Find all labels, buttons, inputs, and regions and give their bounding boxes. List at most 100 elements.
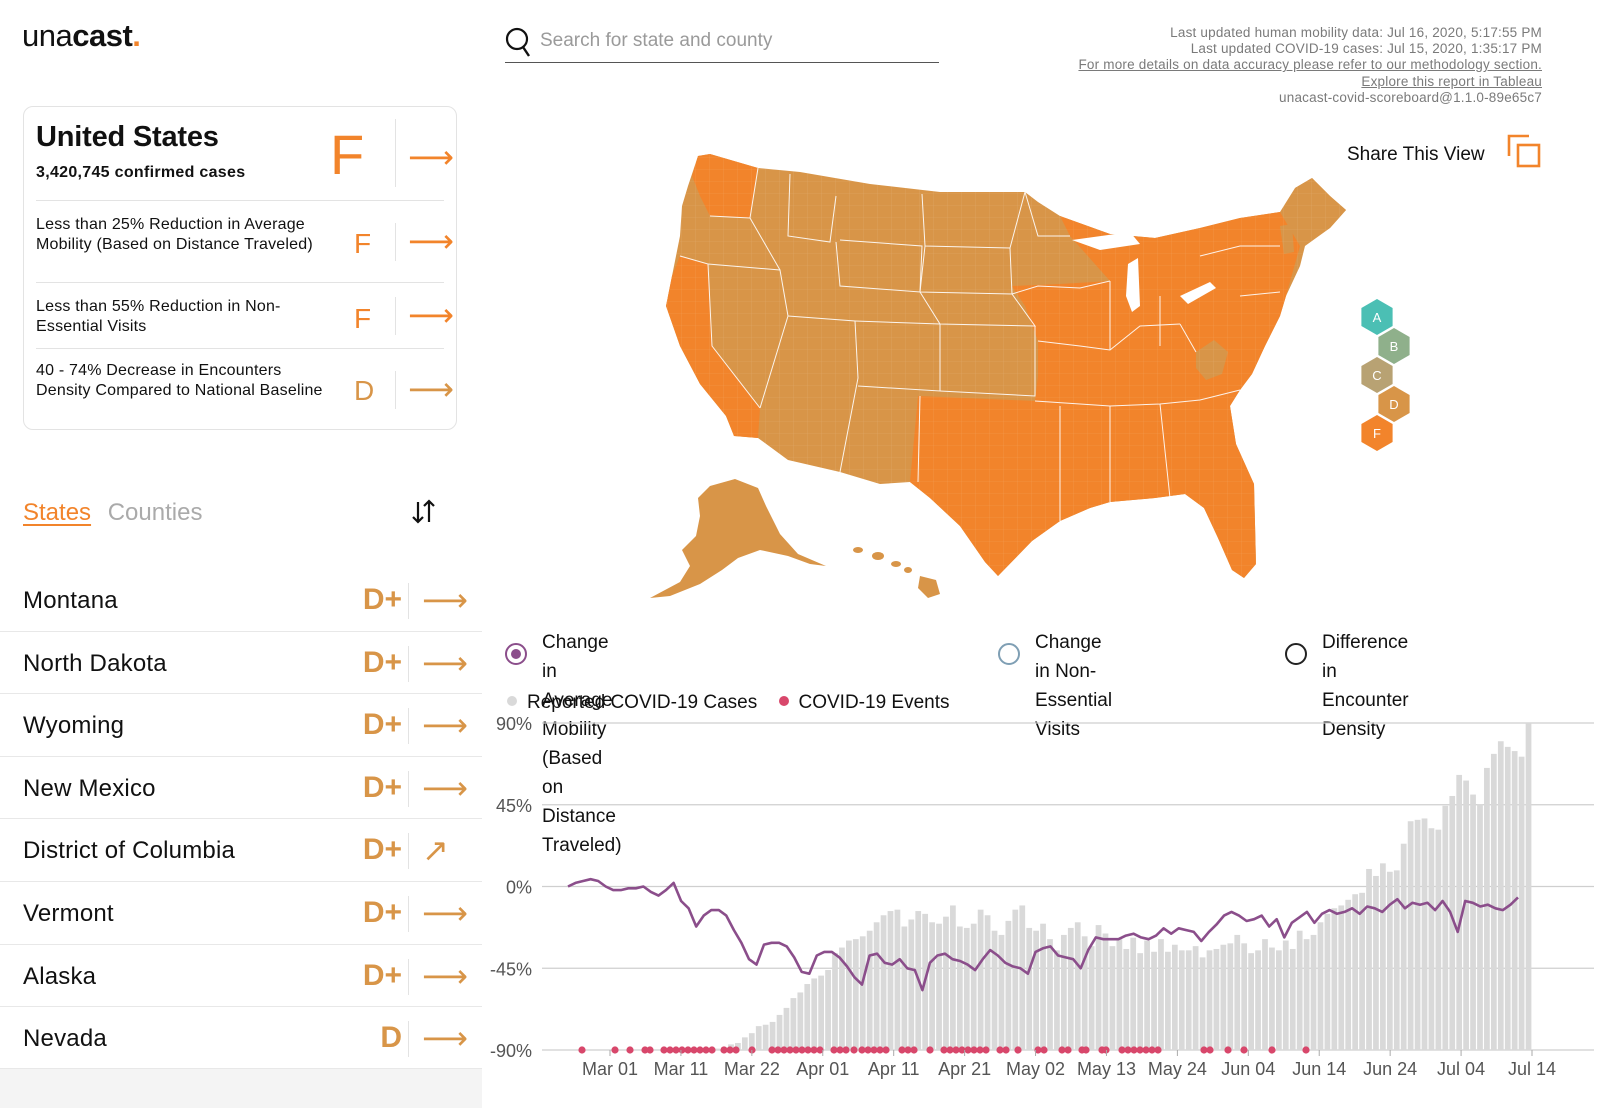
share-view-label[interactable]: Share This View <box>1347 144 1485 165</box>
metric-mobility-arrow-icon[interactable]: ⟶ <box>408 223 454 259</box>
us-choropleth-map[interactable] <box>640 146 1365 606</box>
cases-bar <box>776 1014 783 1050</box>
list-item[interactable]: Wyoming D+ ⟶ <box>0 694 482 757</box>
x-tick-label: Apr 21 <box>938 1059 991 1079</box>
arrow-right-icon[interactable]: ⟶ <box>422 1020 468 1057</box>
cases-bar <box>1359 892 1365 1050</box>
unacast-logo[interactable]: unacast. <box>22 18 141 54</box>
tableau-link[interactable]: Explore this report in Tableau <box>1361 73 1542 89</box>
arrow-right-icon[interactable]: ⟶ <box>422 582 468 618</box>
list-item[interactable]: New Mexico D+ ⟶ <box>0 757 482 820</box>
event-dot <box>1040 1046 1048 1054</box>
metric-visits-grade: F <box>354 303 372 334</box>
cases-bar <box>1012 909 1019 1050</box>
cases-bar <box>1102 933 1109 1050</box>
list-item[interactable]: Montana D+ ⟶ <box>0 569 482 632</box>
cases-bar <box>1040 923 1046 1050</box>
cases-bar <box>1213 948 1220 1050</box>
arrow-right-icon[interactable]: ⟶ <box>422 894 468 931</box>
radio-button[interactable] <box>998 643 1020 665</box>
cases-bar <box>1504 746 1511 1050</box>
event-dot <box>996 1046 1004 1054</box>
cases-bar <box>1061 934 1067 1050</box>
event-dot <box>666 1046 674 1054</box>
event-dot <box>926 1046 934 1054</box>
search-icon <box>505 27 530 57</box>
state-grade: D+ <box>362 895 402 929</box>
cases-bar <box>1047 939 1053 1050</box>
cases-bar <box>1074 922 1081 1050</box>
cases-bar <box>1116 939 1123 1050</box>
divider <box>408 708 409 745</box>
cases-bar <box>936 923 942 1050</box>
event-dot <box>708 1046 716 1054</box>
arrow-right-icon[interactable]: ⟶ <box>422 957 468 994</box>
map-alaska <box>650 479 826 598</box>
cases-bar <box>1400 843 1407 1050</box>
arrow-right-icon[interactable]: ⟶ <box>422 644 468 681</box>
sort-icon[interactable] <box>410 496 438 528</box>
cases-bar <box>1171 944 1178 1050</box>
metric-encounter-grade: D <box>354 375 375 406</box>
cases-bar <box>852 939 859 1050</box>
cases-bar <box>1282 940 1289 1050</box>
cases-bar <box>1144 940 1150 1050</box>
cases-bar <box>1241 943 1248 1050</box>
cases-bar <box>1275 950 1282 1050</box>
metric-visits-arrow-icon[interactable]: ⟶ <box>408 297 454 333</box>
divider <box>408 770 409 807</box>
mobility-chart[interactable]: 90% 45% 0% -45% -90% Mar 01 Mar 11 Mar 22 Apr 0… <box>482 712 1600 1108</box>
cases-bar <box>1185 950 1192 1050</box>
cases-bar <box>1303 939 1310 1050</box>
list-item[interactable]: Vermont D+ ⟶ <box>0 882 482 945</box>
cases-bar <box>908 919 915 1050</box>
event-dot <box>850 1046 858 1054</box>
tab-states[interactable]: States <box>23 499 92 526</box>
arrow-right-icon[interactable]: ⟶ <box>422 707 468 744</box>
cases-bar <box>1123 948 1130 1050</box>
event-dot <box>836 1046 844 1054</box>
cases-bar <box>818 975 825 1050</box>
tab-counties[interactable]: Counties <box>107 499 203 526</box>
list-item[interactable]: Nevada D ⟶ <box>0 1007 482 1070</box>
event-dot <box>1034 1046 1042 1054</box>
methodology-link[interactable]: For more details on data accuracy please… <box>1078 57 1542 73</box>
cases-bar <box>950 905 956 1050</box>
event-dot <box>1200 1046 1208 1054</box>
map-hawaii <box>853 547 940 598</box>
arrow-right-icon[interactable]: ⟶ <box>422 769 468 806</box>
event-dot <box>690 1046 698 1054</box>
event-dot <box>626 1046 634 1054</box>
grade-hex-label: A <box>1373 310 1382 325</box>
cases-bar <box>1088 946 1095 1050</box>
events-legend-label: COVID-19 Events <box>798 692 950 713</box>
us-details-arrow-icon[interactable]: ⟶ <box>408 139 454 175</box>
event-dot <box>1240 1046 1248 1054</box>
cases-bar <box>1484 767 1490 1050</box>
state-grade: D+ <box>362 645 402 679</box>
cases-bar <box>1352 894 1359 1050</box>
metric-encounter-arrow-icon[interactable]: ⟶ <box>408 371 454 407</box>
y-tick-label: -45% <box>490 959 532 979</box>
divider <box>395 223 396 261</box>
event-dot <box>780 1046 788 1054</box>
share-copy-icon[interactable] <box>1507 134 1541 168</box>
logo-thin: una <box>22 18 73 53</box>
grade-hex-b <box>1378 328 1410 364</box>
radio-button[interactable] <box>1285 643 1307 665</box>
search-input[interactable] <box>540 30 930 52</box>
list-item[interactable]: North Dakota D+ ⟶ <box>0 632 482 695</box>
metric-encounter-text: 40 - 74% Decrease in Encounters Density … <box>36 362 323 399</box>
list-item[interactable]: Alaska D+ ⟶ <box>0 945 482 1008</box>
radio-button-selected[interactable] <box>505 643 527 665</box>
arrow-up-right-icon[interactable]: ↗ <box>422 832 449 869</box>
cases-bar <box>1518 756 1525 1050</box>
cases-bar <box>741 1037 748 1050</box>
cases-bar <box>1428 828 1435 1050</box>
logo-bold: cast <box>72 18 133 53</box>
x-tick-label: Jul 14 <box>1508 1059 1556 1079</box>
event-dot <box>830 1046 838 1054</box>
cases-bar <box>1178 950 1185 1050</box>
radio-encounter-label: Difference in Encounter Density <box>1322 628 1409 744</box>
list-item[interactable]: District of Columbia D+ ↗ <box>0 819 482 882</box>
